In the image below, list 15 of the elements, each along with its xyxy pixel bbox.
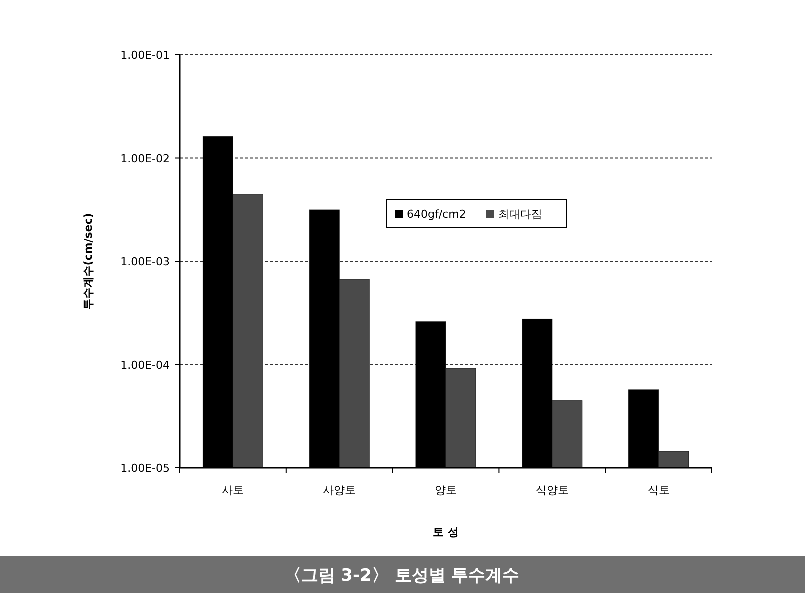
y-tick-label: 1.00E-04 — [120, 358, 170, 372]
text: 〈그림 3-2〉 토성별 투수계수 — [284, 566, 520, 586]
x-tick-label: 사양토 — [323, 484, 356, 497]
legend-label: 최대다짐 — [498, 208, 542, 221]
x-tick-label: 식토 — [648, 484, 670, 497]
x-tick-label: 양토 — [435, 484, 457, 497]
legend-label: 640gf/cm2 — [407, 208, 466, 221]
x-axis-title: 토 성 — [433, 526, 459, 539]
y-tick-label: 1.00E-02 — [120, 152, 170, 166]
y-tick-label: 1.00E-03 — [120, 256, 170, 268]
x-tick-label: 사토 — [222, 484, 244, 497]
y-tick-label: 1.00E-05 — [120, 462, 170, 475]
y-axis-title: 투수계수(cm/sec) — [82, 213, 95, 310]
x-tick-label: 식양토 — [536, 484, 569, 497]
y-tick-label: 1.00E-01 — [120, 49, 170, 62]
